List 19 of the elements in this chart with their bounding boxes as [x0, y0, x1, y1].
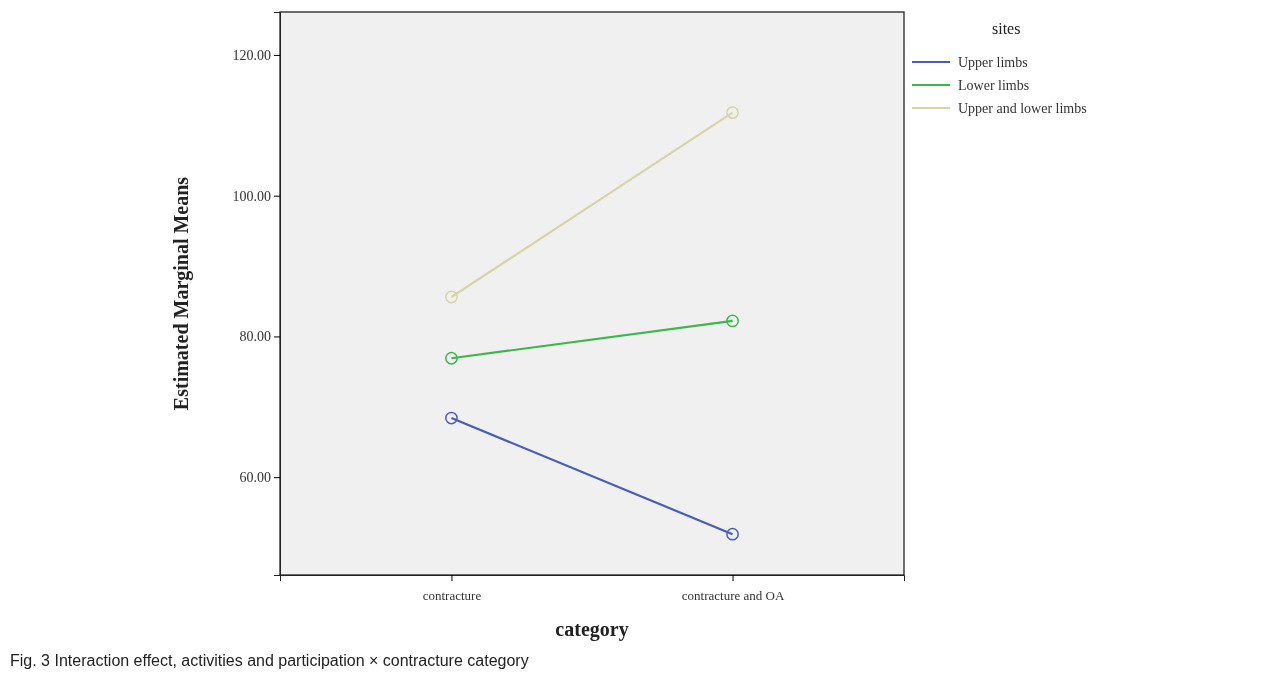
point: [726, 314, 739, 328]
x-axis-title: category: [555, 618, 629, 641]
legend-label: Upper limbs: [958, 55, 1028, 70]
x-tick-label: contracture and OA: [681, 587, 785, 603]
point: [445, 290, 458, 304]
y-tick-label: 120.00: [232, 47, 271, 63]
caption: Fig. 3 Interaction effect, activities and participation × contracture category: [10, 652, 529, 669]
legend-label: Upper and lower limbs: [958, 101, 1087, 116]
y-tick-label: 80.00: [239, 329, 271, 345]
legend-title: sites: [992, 20, 1021, 37]
y-tick-label: 100.00: [232, 188, 271, 204]
point: [445, 411, 458, 425]
point: [726, 106, 739, 120]
legend-label: Lower limbs: [958, 78, 1030, 93]
y-axis-title: Estimated Marginal Means: [170, 176, 193, 411]
point: [726, 527, 739, 541]
x-tick-label: contracture: [422, 587, 482, 603]
y-tick-label: 60.00: [239, 470, 271, 486]
point: [445, 351, 458, 365]
